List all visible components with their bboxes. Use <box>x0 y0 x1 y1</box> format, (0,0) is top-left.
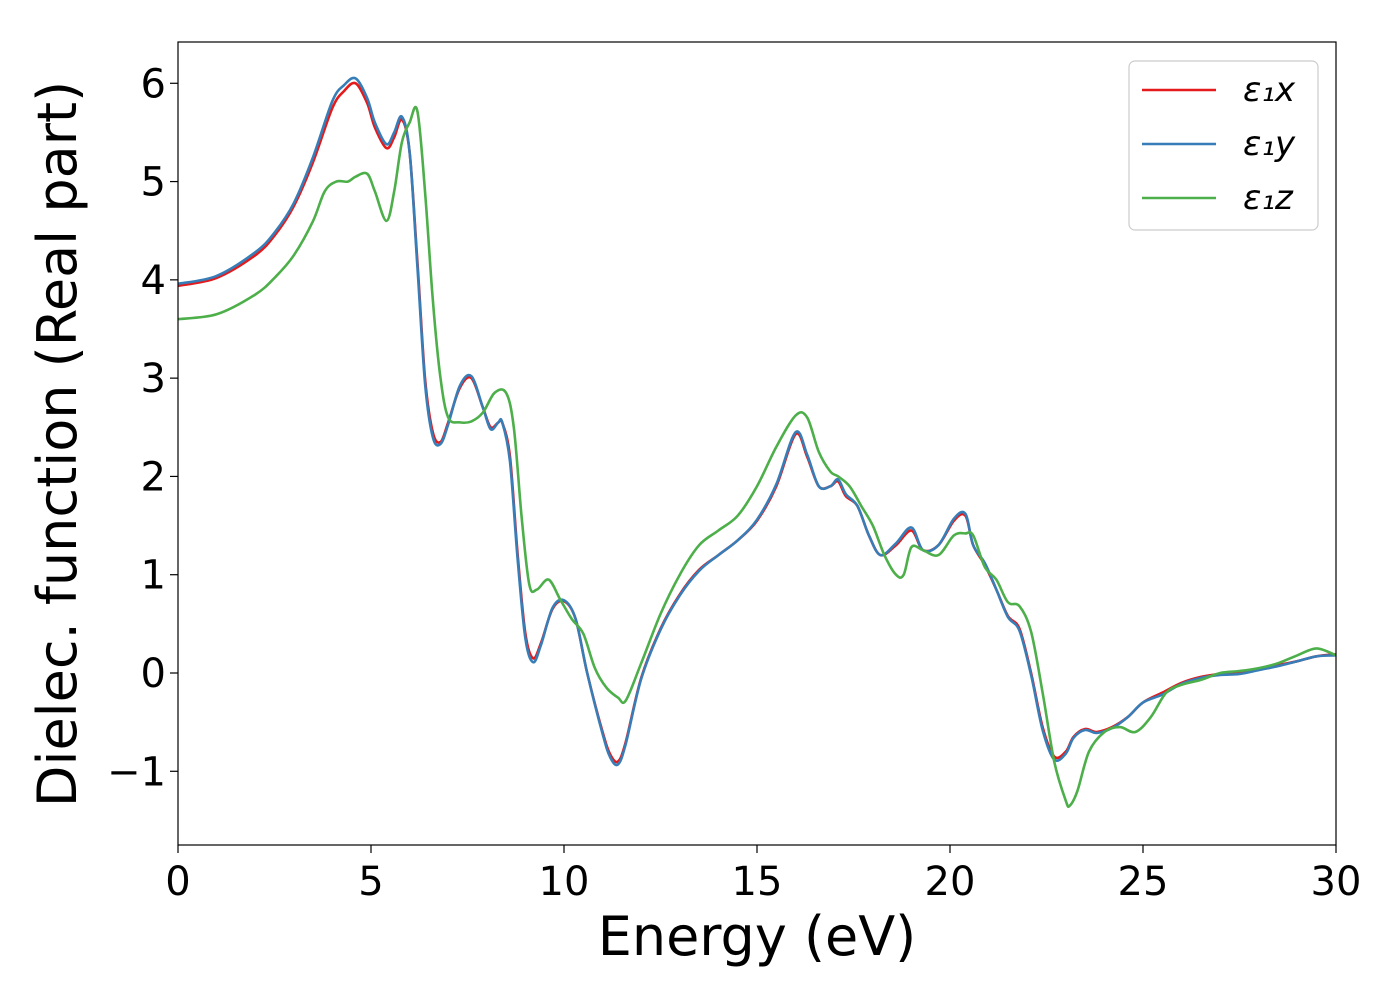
legend-label-1: ε₁x <box>1243 70 1296 110</box>
x-tick-label: 15 <box>732 859 783 905</box>
legend: ε₁x ε₁y ε₁z <box>1128 60 1319 231</box>
y-tick-label: 6 <box>141 61 166 107</box>
y-tick-label: 1 <box>141 553 166 599</box>
x-tick-label: 10 <box>539 859 590 905</box>
series-line-2 <box>178 76 1336 767</box>
x-tick-label: 25 <box>1118 859 1169 905</box>
x-tick-label: 5 <box>358 859 383 905</box>
legend-label-3: ε₁z <box>1243 178 1294 218</box>
y-tick-label: −1 <box>107 749 166 795</box>
x-axis-title: Energy (eV) <box>598 905 917 968</box>
x-tick-label: 30 <box>1311 859 1362 905</box>
legend-label-2: ε₁y <box>1243 124 1296 164</box>
y-axis: −1 0 1 2 3 4 5 6 <box>107 61 178 795</box>
y-tick-label: 4 <box>141 258 166 304</box>
y-tick-label: 2 <box>141 454 166 500</box>
legend-box <box>1128 60 1319 231</box>
x-tick-label: 0 <box>165 859 190 905</box>
x-axis: 0 5 10 15 20 25 30 <box>165 845 1361 905</box>
y-tick-label: 0 <box>141 651 166 697</box>
series-layer <box>178 76 1336 809</box>
y-tick-label: 3 <box>141 356 166 402</box>
x-tick-label: 20 <box>925 859 976 905</box>
y-axis-title: Dielec. function (Real part) <box>26 81 89 807</box>
y-tick-label: 5 <box>141 160 166 206</box>
series-line-3 <box>178 105 1336 809</box>
